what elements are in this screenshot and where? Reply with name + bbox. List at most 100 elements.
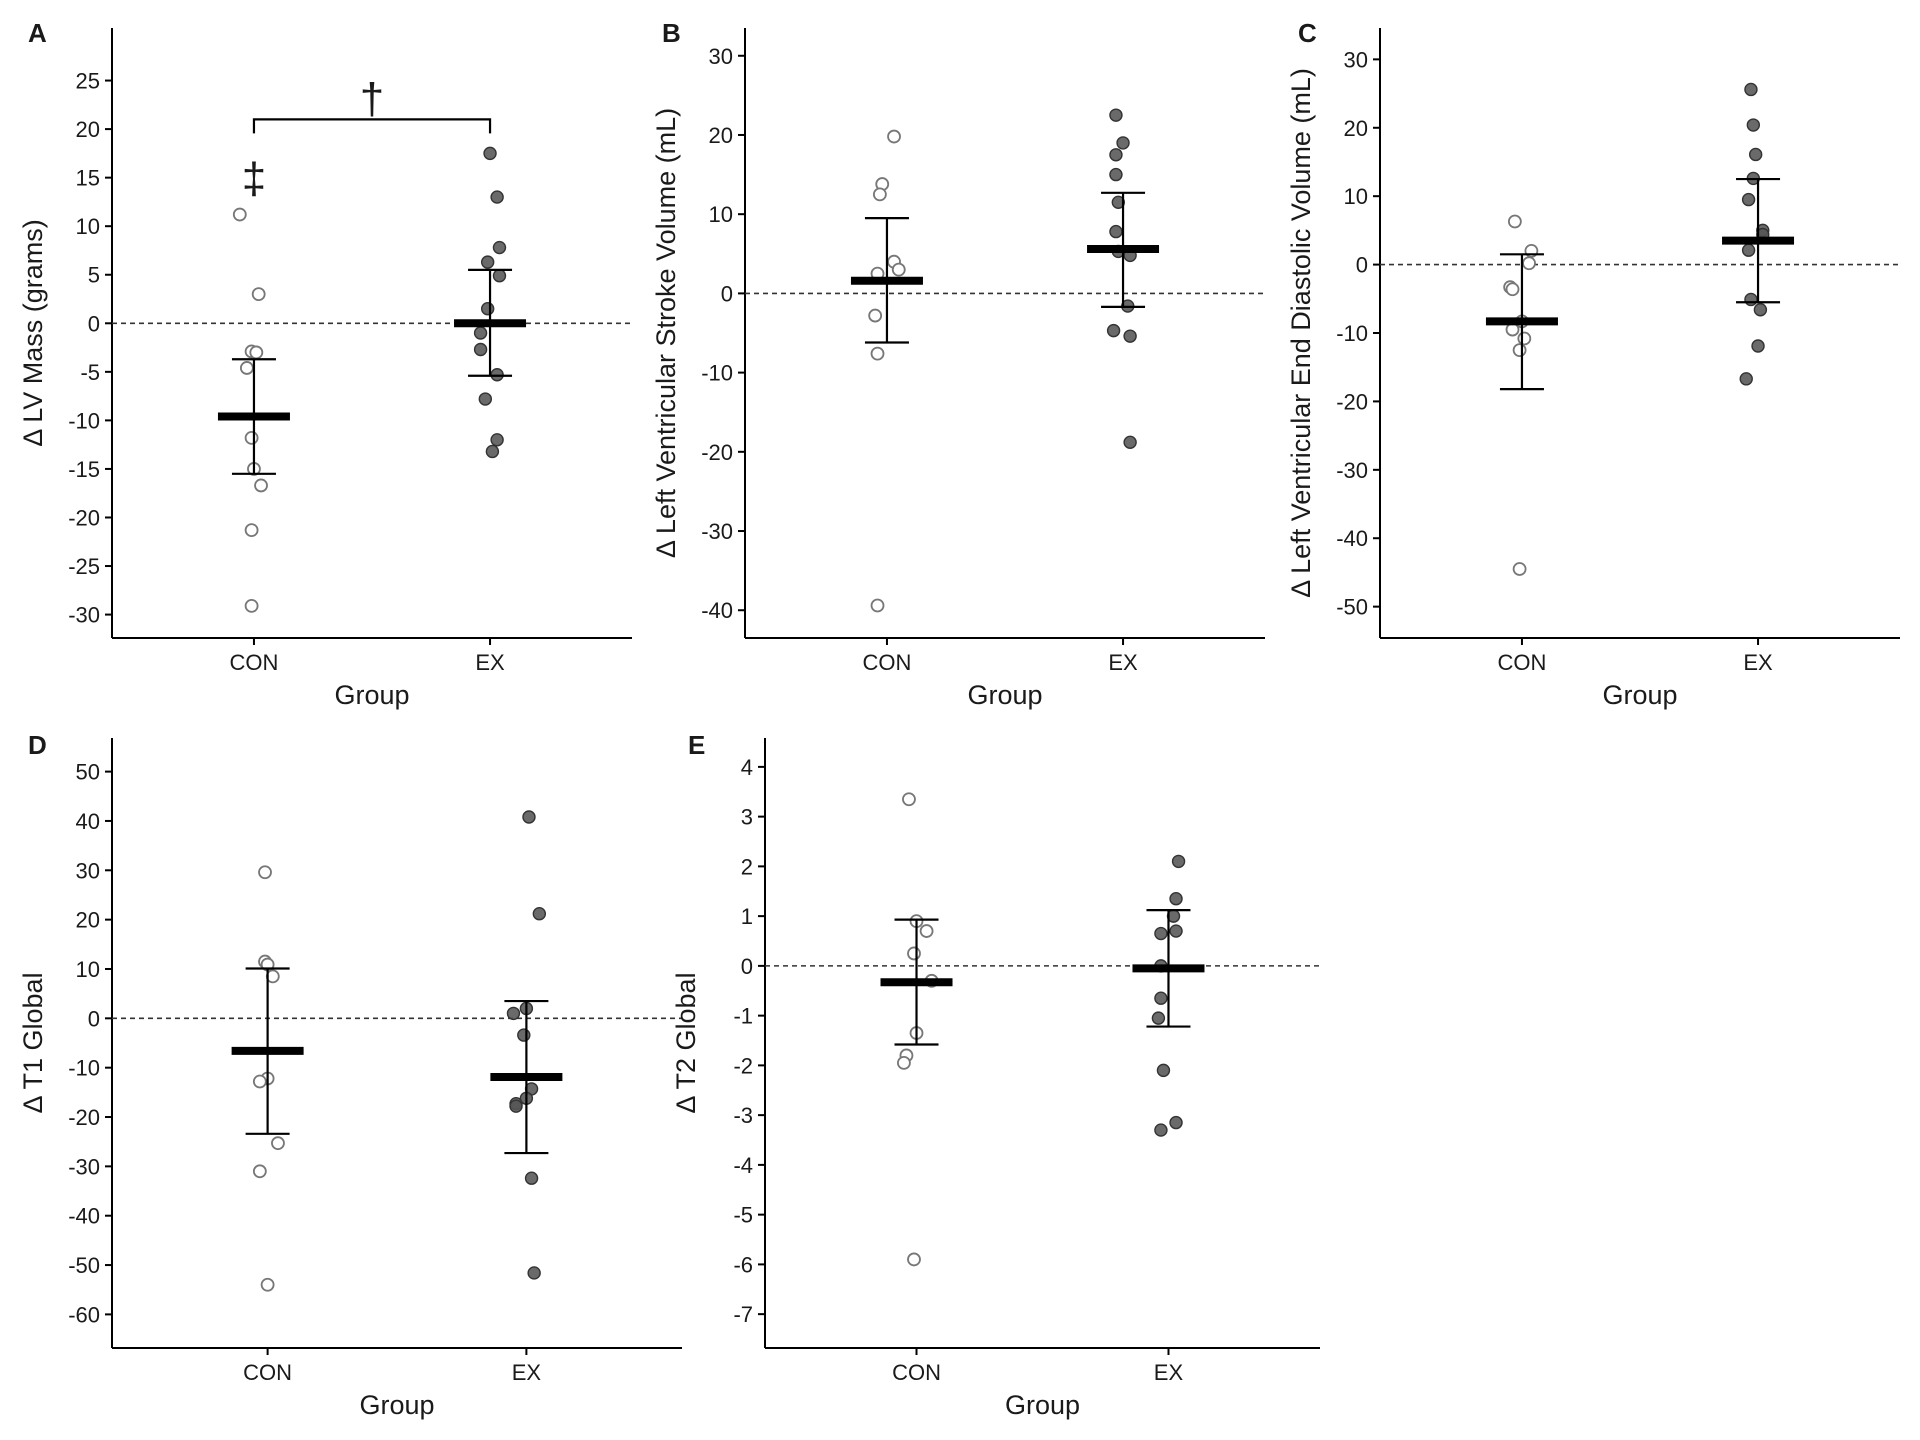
x-tick-label: CON xyxy=(863,650,912,675)
y-tick-label: 30 xyxy=(1344,47,1368,72)
panel-letter: A xyxy=(28,18,47,48)
x-tick-label: CON xyxy=(243,1360,292,1385)
y-tick-label: -20 xyxy=(68,505,100,530)
data-point-ex xyxy=(1169,1115,1183,1130)
y-tick-label: 0 xyxy=(88,1006,100,1031)
data-point-con xyxy=(870,598,885,613)
panel-letter: D xyxy=(28,730,47,760)
y-tick-label: 0 xyxy=(741,954,753,979)
y-tick-label: 3 xyxy=(741,805,753,830)
data-point-ex xyxy=(1116,136,1130,150)
y-tick-label: -20 xyxy=(68,1105,100,1130)
data-point-con xyxy=(252,1074,267,1089)
panel-c: C 30 20 10 0 -10 -20 -30 -40 -50 CON EX Group Δ Left … xyxy=(1286,18,1900,710)
data-point-con xyxy=(260,1277,275,1292)
data-point-con xyxy=(1522,256,1536,271)
data-point-ex xyxy=(1156,1063,1171,1078)
y-tick-label: -50 xyxy=(1336,595,1368,620)
y-tick-label: -3 xyxy=(733,1103,753,1128)
data-point-ex xyxy=(1169,924,1183,938)
y-tick-label: 4 xyxy=(741,755,753,780)
data-point-con xyxy=(258,865,272,880)
data-point-ex xyxy=(1746,118,1761,132)
data-point-ex xyxy=(483,146,497,161)
data-point-ex xyxy=(1741,243,1756,257)
data-point-con xyxy=(1505,322,1520,337)
data-point-ex xyxy=(490,433,504,447)
data-point-con xyxy=(872,187,887,202)
data-point-con xyxy=(251,287,266,302)
y-axis-label: Δ T1 Global xyxy=(18,972,48,1113)
data-point-ex xyxy=(524,1171,539,1185)
significance-symbol: ‡ xyxy=(242,154,266,203)
y-tick-label: 20 xyxy=(76,117,100,142)
data-point-ex xyxy=(517,1028,531,1042)
x-tick-label: CON xyxy=(230,650,279,675)
significance-symbol: † xyxy=(360,74,384,123)
y-tick-label: 10 xyxy=(76,957,100,982)
data-point-ex xyxy=(480,302,495,316)
data-point-ex xyxy=(480,255,495,269)
data-point-ex xyxy=(478,392,493,406)
data-point-con xyxy=(1507,214,1522,229)
y-tick-label: -2 xyxy=(733,1053,753,1078)
data-point-ex xyxy=(1151,1011,1166,1025)
data-point-con xyxy=(868,308,883,323)
x-axis-label: Group xyxy=(1005,1390,1080,1420)
data-point-con xyxy=(249,345,264,360)
data-point-ex xyxy=(1751,339,1765,353)
y-axis-label: Δ Left Ventricular Stroke Volume (mL) xyxy=(651,108,681,558)
x-tick-label: EX xyxy=(475,650,505,675)
data-point-ex xyxy=(1169,892,1183,906)
data-point-con xyxy=(1512,343,1527,358)
y-tick-label: 30 xyxy=(76,858,100,883)
data-point-con xyxy=(907,1252,921,1267)
y-tick-label: -20 xyxy=(1336,389,1368,414)
data-point-ex xyxy=(1154,1123,1168,1137)
data-point-ex xyxy=(492,240,507,255)
y-tick-label: -60 xyxy=(68,1302,100,1327)
y-tick-label: 15 xyxy=(76,166,100,191)
y-tick-label: 0 xyxy=(88,311,100,336)
x-tick-label: CON xyxy=(1498,650,1547,675)
y-axis-label: Δ Left Ventricular End Diastolic Volume … xyxy=(1286,68,1316,598)
data-point-con xyxy=(1505,282,1520,297)
data-point-ex xyxy=(1123,435,1137,450)
data-point-con xyxy=(252,1164,267,1179)
y-axis-label: Δ LV Mass (grams) xyxy=(18,219,48,447)
data-point-ex xyxy=(1109,224,1123,239)
y-tick-label: 50 xyxy=(76,760,100,785)
data-point-ex xyxy=(1111,195,1126,210)
y-tick-label: -7 xyxy=(733,1302,753,1327)
data-point-ex xyxy=(1753,303,1768,317)
y-tick-label: -30 xyxy=(1336,458,1368,483)
y-tick-label: -30 xyxy=(68,603,100,628)
data-point-con xyxy=(1517,331,1532,346)
y-tick-label: -30 xyxy=(701,519,733,544)
data-point-ex xyxy=(522,810,536,824)
y-tick-label: -4 xyxy=(733,1153,753,1178)
data-point-con xyxy=(902,792,916,807)
y-tick-label: -10 xyxy=(68,408,100,433)
data-point-ex xyxy=(527,1266,541,1280)
x-axis-label: Group xyxy=(967,680,1042,710)
data-point-ex xyxy=(1109,148,1123,162)
data-point-ex xyxy=(492,269,507,283)
y-tick-label: -5 xyxy=(733,1203,753,1228)
y-tick-label: 10 xyxy=(76,214,100,239)
significance-bracket xyxy=(252,118,492,134)
data-point-ex xyxy=(473,342,488,357)
data-point-ex xyxy=(509,1099,523,1113)
data-point-ex xyxy=(485,444,500,459)
data-point-con xyxy=(244,598,259,613)
data-point-ex xyxy=(1171,854,1186,869)
y-tick-label: 0 xyxy=(1356,253,1368,278)
y-tick-label: 2 xyxy=(741,854,753,879)
y-tick-label: -40 xyxy=(68,1204,100,1229)
data-point-ex xyxy=(1123,329,1137,343)
data-point-ex xyxy=(473,326,488,340)
data-point-con xyxy=(239,361,254,375)
panel-letter: B xyxy=(662,18,681,48)
data-point-ex xyxy=(1154,991,1168,1005)
